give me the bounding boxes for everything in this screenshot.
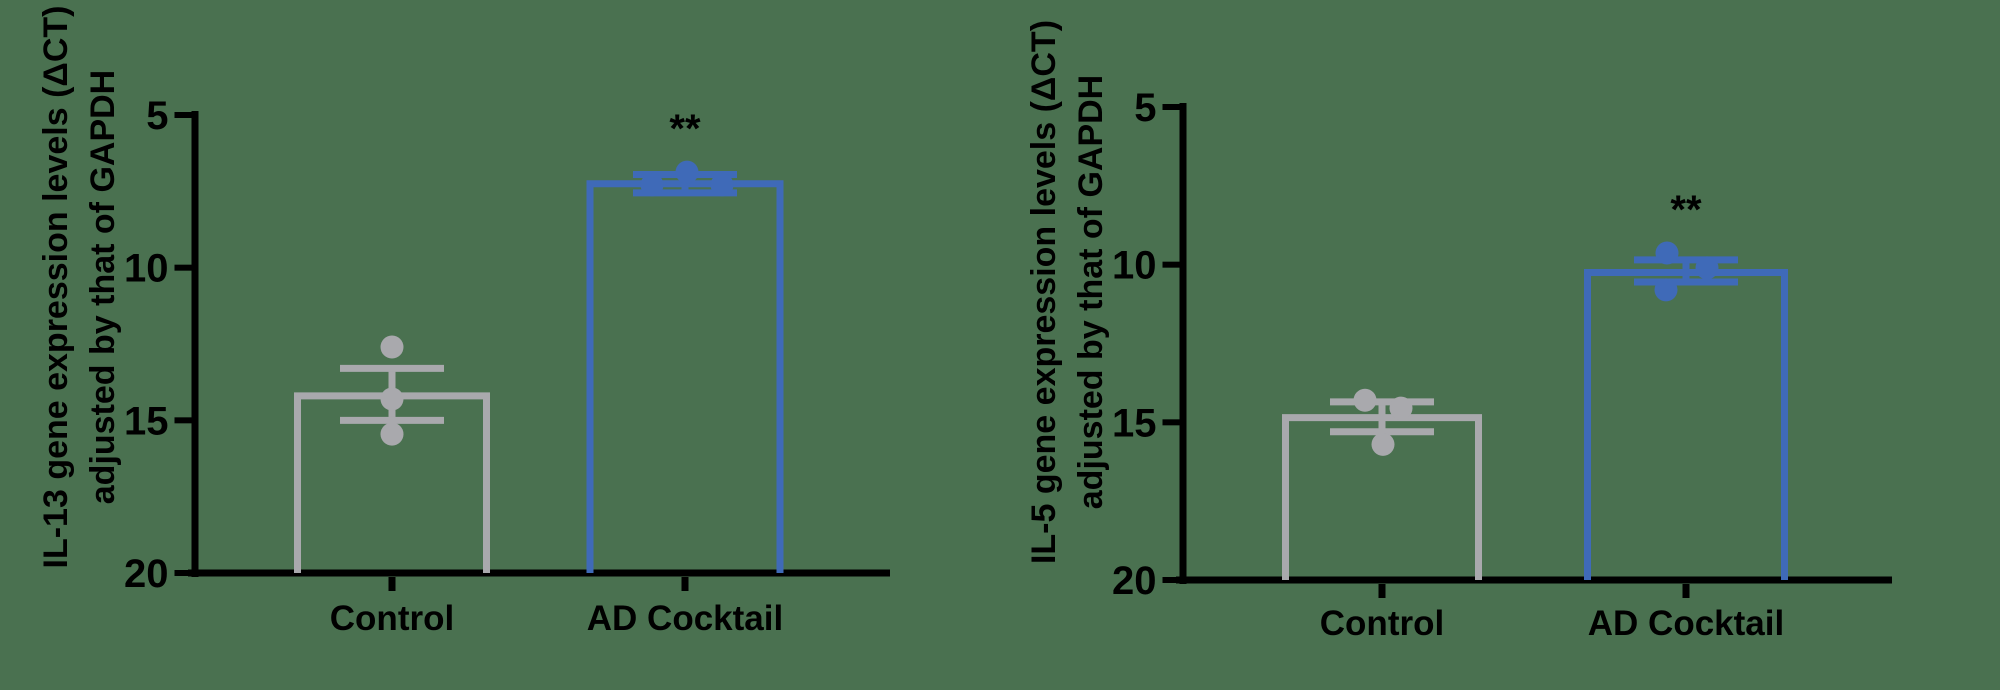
il5-y-tick-label: 10 xyxy=(1112,244,1157,288)
il5-y-tick-label: 20 xyxy=(1112,559,1157,603)
il5-y-axis-title-line1: IL-5 gene expression levels (ΔCT) xyxy=(1025,19,1063,565)
il13-category-label: Control xyxy=(330,599,454,638)
il13-data-point xyxy=(675,160,699,184)
il5-y-axis-title: IL-5 gene expression levels (ΔCT) adjust… xyxy=(1021,20,1115,564)
il5-y-axis-title-line2: adjusted by that of GAPDH xyxy=(1072,74,1110,510)
il13-y-tick xyxy=(174,570,192,576)
il13-data-point xyxy=(710,173,734,197)
il13-y-tick-label: 20 xyxy=(124,552,169,596)
il13-y-tick xyxy=(174,112,192,118)
il13-y-tick-label: 5 xyxy=(146,94,168,138)
il5-chart: 5 10 15 20 Control AD Cocktail ** xyxy=(1112,86,1892,643)
il13-data-point xyxy=(640,173,664,197)
il5-bar-ad-cocktail xyxy=(1584,269,1788,580)
il13-y-axis-title: IL-13 gene expression levels (ΔCT) adjus… xyxy=(33,6,127,569)
il5-data-point xyxy=(1353,388,1377,412)
il5-data-point xyxy=(1389,396,1413,420)
il5-x-axis-line xyxy=(1176,576,1892,584)
il5-y-tick xyxy=(1162,104,1180,110)
il5-data-point xyxy=(1371,432,1395,456)
il13-bar-ad-cocktail xyxy=(586,180,784,573)
il13-x-tick xyxy=(681,577,689,591)
il13-y-tick xyxy=(174,264,192,271)
il13-y-axis-title-line2: adjusted by that of GAPDH xyxy=(84,69,122,505)
il5-y-tick-label: 15 xyxy=(1112,401,1157,445)
il13-x-tick xyxy=(388,577,396,591)
il5-significance-label: ** xyxy=(1670,188,1702,232)
il5-category-label: AD Cocktail xyxy=(1588,604,1784,643)
il5-y-tick xyxy=(1162,577,1180,583)
il13-y-axis-line xyxy=(191,111,199,577)
il13-chart: 5 10 15 20 Control AD Cocktail ** xyxy=(124,94,890,638)
il5-x-tick xyxy=(1682,584,1690,598)
il13-y-tick xyxy=(174,417,192,424)
il13-data-point xyxy=(380,335,404,359)
il13-y-tick-label: 15 xyxy=(124,399,169,443)
il13-category-label: AD Cocktail xyxy=(587,599,783,638)
il5-y-tick-label: 5 xyxy=(1134,86,1156,130)
il5-y-tick xyxy=(1162,261,1180,268)
il13-y-tick-label: 10 xyxy=(124,247,169,291)
il5-category-label: Control xyxy=(1320,604,1444,643)
il13-data-point xyxy=(380,387,404,411)
il13-significance-label: ** xyxy=(669,107,701,151)
il5-y-tick xyxy=(1162,419,1180,426)
il13-data-point xyxy=(380,422,404,446)
il5-x-tick xyxy=(1378,584,1386,598)
il5-data-point xyxy=(1654,278,1678,302)
il5-data-point xyxy=(1655,241,1679,265)
il13-x-axis-line xyxy=(188,569,890,577)
il5-data-point xyxy=(1695,256,1719,280)
il5-y-axis-line xyxy=(1179,103,1187,584)
il13-y-axis-title-line1: IL-13 gene expression levels (ΔCT) xyxy=(37,5,75,569)
